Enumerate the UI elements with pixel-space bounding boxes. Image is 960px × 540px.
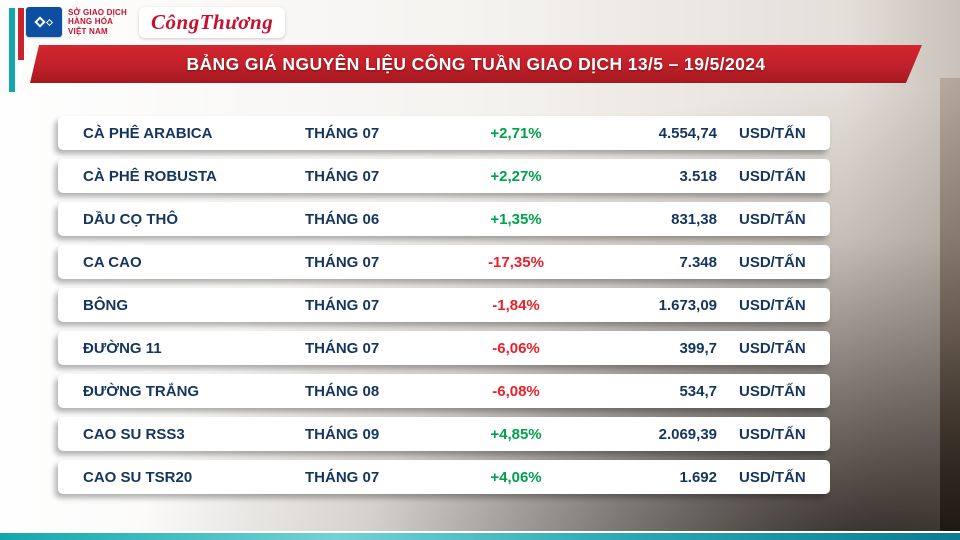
table-row: CÀ PHÊ ROBUSTA THÁNG 07 +2,27% 3.518 USD…	[58, 159, 830, 193]
teal-accent-bar	[9, 8, 15, 92]
price-value: 1.692	[679, 468, 717, 486]
price-unit: USD/TẤN	[739, 425, 806, 443]
commodity-table: CÀ PHÊ ARABICA THÁNG 07 +2,71% 4.554,74 …	[58, 116, 830, 494]
mxv-diamond-icon	[26, 7, 62, 37]
price-value: 831,38	[671, 210, 717, 228]
mxv-logo-line3: VIỆT NAM	[68, 26, 108, 36]
contract-month: THÁNG 07	[305, 253, 380, 271]
contract-month: THÁNG 06	[305, 210, 380, 228]
price-unit: USD/TẤN	[739, 339, 806, 357]
table-row: BÔNG THÁNG 07 -1,84% 1.673,09 USD/TẤN	[58, 288, 830, 322]
commodity-name: CÀ PHÊ ARABICA	[83, 124, 213, 142]
left-accent-bars	[9, 8, 24, 92]
price-unit: USD/TẤN	[739, 210, 806, 228]
diamond-icon	[34, 16, 46, 28]
price-value: 534,7	[679, 382, 717, 400]
price-value: 2.069,39	[658, 425, 717, 443]
price-change-percent: -1,84%	[492, 296, 540, 314]
commodity-name: ĐƯỜNG TRẮNG	[83, 382, 200, 400]
table-row: DẦU CỌ THÔ THÁNG 06 +1,35% 831,38 USD/TẤ…	[58, 202, 830, 236]
commodity-name: CAO SU TSR20	[83, 468, 193, 486]
commodity-name: CA CAO	[83, 253, 142, 271]
price-unit: USD/TẤN	[739, 124, 806, 142]
red-accent-bar	[18, 8, 24, 60]
price-value: 399,7	[679, 339, 717, 357]
commodity-name: CÀ PHÊ ROBUSTA	[83, 167, 217, 185]
contract-month: THÁNG 07	[305, 167, 380, 185]
table-row: CAO SU TSR20 THÁNG 07 +4,06% 1.692 USD/T…	[58, 460, 830, 494]
table-row: CAO SU RSS3 THÁNG 09 +4,85% 2.069,39 USD…	[58, 417, 830, 451]
commodity-name: ĐƯỜNG 11	[83, 339, 162, 357]
commodity-name: CAO SU RSS3	[83, 425, 185, 443]
congthuong-logo: CôngThương	[139, 6, 286, 38]
price-unit: USD/TẤN	[739, 382, 806, 400]
price-unit: USD/TẤN	[739, 253, 806, 271]
price-change-percent: +1,35%	[490, 210, 542, 228]
diamond-icon	[45, 18, 54, 26]
price-change-percent: -6,08%	[492, 382, 540, 400]
contract-month: THÁNG 08	[305, 382, 380, 400]
mxv-logo-line1: SỞ GIAO DỊCH	[68, 8, 128, 18]
contract-month: THÁNG 07	[305, 296, 380, 314]
price-value: 1.673,09	[658, 296, 717, 314]
table-row: CÀ PHÊ ARABICA THÁNG 07 +2,71% 4.554,74 …	[58, 116, 830, 150]
price-change-percent: +2,27%	[490, 167, 542, 185]
price-value: 4.554,74	[658, 124, 717, 142]
price-change-percent: -6,06%	[492, 339, 540, 357]
price-value: 7.348	[679, 253, 717, 271]
bottom-teal-bar	[0, 531, 960, 540]
commodity-name: DẦU CỌ THÔ	[83, 210, 178, 228]
page-title-banner: BẢNG GIÁ NGUYÊN LIỆU CÔNG TUẦN GIAO DỊCH…	[30, 45, 922, 83]
page-title: BẢNG GIÁ NGUYÊN LIỆU CÔNG TUẦN GIAO DỊCH…	[186, 53, 766, 74]
commodity-name: BÔNG	[83, 296, 128, 314]
price-value: 3.518	[679, 167, 717, 185]
mxv-logo-line2: HÀNG HÓA	[68, 17, 114, 27]
logo-bar: SỞ GIAO DỊCH HÀNG HÓA VIỆT NAM CôngThươn…	[26, 5, 286, 39]
contract-month: THÁNG 07	[305, 339, 380, 357]
table-row: CA CAO THÁNG 07 -17,35% 7.348 USD/TẤN	[58, 245, 830, 279]
price-unit: USD/TẤN	[739, 167, 806, 185]
price-change-percent: +4,85%	[490, 425, 542, 443]
background-right-edge	[940, 78, 960, 540]
price-change-percent: +4,06%	[490, 468, 542, 486]
price-unit: USD/TẤN	[739, 468, 806, 486]
contract-month: THÁNG 09	[305, 425, 380, 443]
price-change-percent: -17,35%	[488, 253, 544, 271]
price-change-percent: +2,71%	[490, 124, 542, 142]
mxv-logo-text: SỞ GIAO DỊCH HÀNG HÓA VIỆT NAM	[68, 8, 127, 36]
contract-month: THÁNG 07	[305, 124, 380, 142]
price-unit: USD/TẤN	[739, 296, 806, 314]
contract-month: THÁNG 07	[305, 468, 380, 486]
table-row: ĐƯỜNG 11 THÁNG 07 -6,06% 399,7 USD/TẤN	[58, 331, 830, 365]
mxv-logo: SỞ GIAO DỊCH HÀNG HÓA VIỆT NAM	[26, 7, 127, 37]
table-row: ĐƯỜNG TRẮNG THÁNG 08 -6,08% 534,7 USD/TẤ…	[58, 374, 830, 408]
